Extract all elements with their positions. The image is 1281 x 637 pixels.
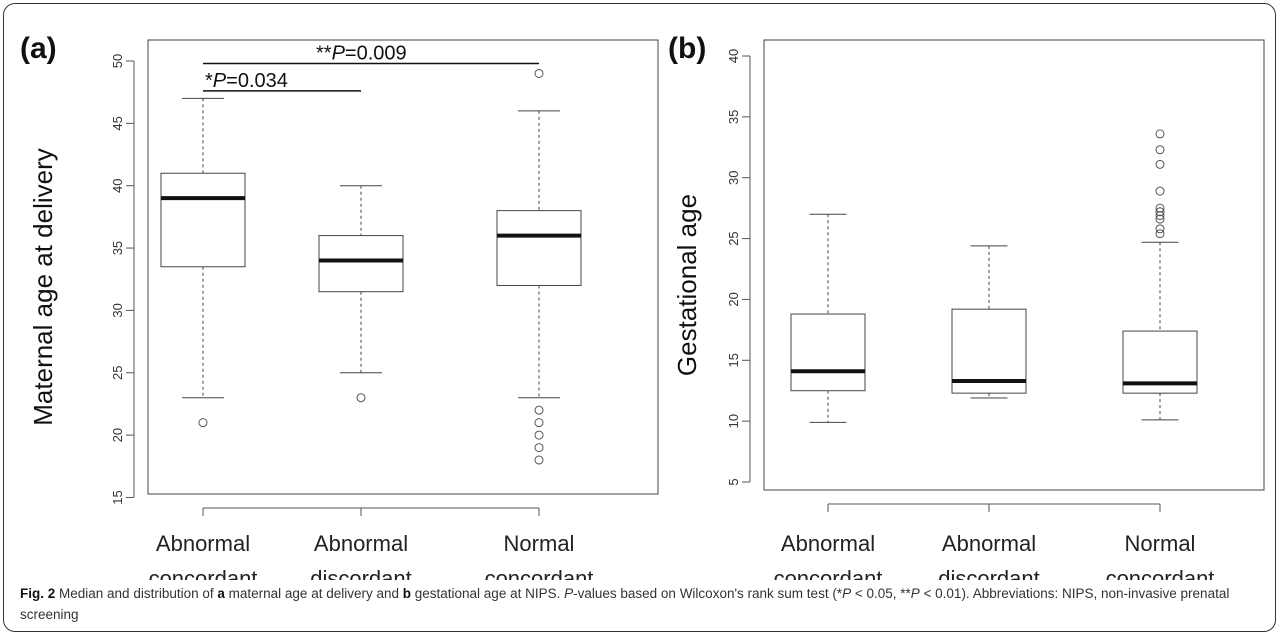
iqr-box <box>790 313 866 392</box>
box-group <box>160 97 246 428</box>
y-tick-label: 15 <box>726 353 741 367</box>
outlier-point <box>1155 210 1165 220</box>
y-tick-label: 35 <box>110 241 125 255</box>
category-label: concordant <box>774 566 883 580</box>
y-tick-label: 15 <box>110 490 125 504</box>
box-group <box>951 245 1027 399</box>
box-group <box>496 68 582 465</box>
outlier-point <box>1155 224 1165 234</box>
outlier-point <box>534 68 544 78</box>
iqr-box <box>318 235 404 293</box>
caption-text-6: < 0.01). Abbreviations: NIPS, non-invasi… <box>20 586 1230 622</box>
category-label: discordant <box>938 566 1040 580</box>
caption-text-3: gestational age at NIPS. <box>411 586 565 601</box>
y-axis-title: Maternal age at delivery <box>28 148 58 425</box>
category-label: discordant <box>310 566 412 580</box>
caption-text-1: Median and distribution of <box>55 586 218 601</box>
outlier-point <box>1155 159 1165 169</box>
outlier-point <box>1155 203 1165 213</box>
figure-caption: Fig. 2 Median and distribution of a mate… <box>20 583 1260 625</box>
y-tick-label: 20 <box>726 292 741 306</box>
outlier-point <box>1155 186 1165 196</box>
caption-text-4: -values based on Wilcoxon's rank sum tes… <box>573 586 843 601</box>
significance-label: **P=0.009 <box>316 42 407 64</box>
outlier-point <box>534 405 544 415</box>
box-group <box>318 185 404 403</box>
outlier-point <box>198 418 208 428</box>
caption-p-1: P <box>564 586 574 601</box>
category-label: Normal <box>1125 531 1196 556</box>
outlier-point <box>1155 145 1165 155</box>
caption-p-2: P <box>842 586 852 601</box>
category-label: Abnormal <box>314 531 408 556</box>
significance-annotation: **P=0.009 <box>203 42 539 64</box>
outlier-point <box>1155 214 1165 224</box>
significance-annotation: *P=0.034 <box>203 70 361 92</box>
category-label: concordant <box>485 566 594 580</box>
outlier-point <box>534 418 544 428</box>
y-tick-label: 5 <box>726 478 741 485</box>
category-label: Abnormal <box>156 531 250 556</box>
box-group <box>1122 129 1198 421</box>
category-label: Normal <box>504 531 575 556</box>
category-label: concordant <box>1106 566 1215 580</box>
plot-frame <box>763 39 1265 491</box>
category-label: Abnormal <box>942 531 1036 556</box>
panel-label: (b) <box>668 32 706 65</box>
y-tick-label: 20 <box>110 428 125 442</box>
panel-label: (a) <box>20 32 57 65</box>
outlier-point <box>534 443 544 453</box>
panel-b: 5 10 15 20 25 30 35 40 Abnormal concordant Abnorma… <box>668 32 1265 580</box>
y-tick-label: 25 <box>726 231 741 245</box>
boxplot-figure: 15 20 25 30 35 40 45 50 Abnormal concordant Abnorm… <box>20 32 1265 580</box>
y-tick-label: 40 <box>110 178 125 192</box>
y-tick-label: 50 <box>110 54 125 68</box>
outlier-point <box>1155 129 1165 139</box>
y-tick-label: 30 <box>726 170 741 184</box>
y-tick-label: 40 <box>726 49 741 63</box>
y-tick-label: 30 <box>110 303 125 317</box>
category-label: concordant <box>149 566 258 580</box>
outlier-point <box>1155 207 1165 217</box>
panel-a: 15 20 25 30 35 40 45 50 Abnormal concordant Abnorm… <box>20 32 659 580</box>
plot-frame <box>147 39 659 495</box>
y-tick-label: 10 <box>726 414 741 428</box>
outlier-point <box>1155 229 1165 239</box>
caption-text-2: maternal age at delivery and <box>224 586 403 601</box>
significance-label: *P=0.034 <box>205 70 288 92</box>
y-axis-title: Gestational age <box>672 194 702 376</box>
category-label: Abnormal <box>781 531 875 556</box>
figure-frame <box>3 3 1276 632</box>
box-group <box>790 213 866 423</box>
iqr-box <box>160 172 246 268</box>
y-tick-label: 45 <box>110 116 125 130</box>
outlier-point <box>534 430 544 440</box>
outlier-point <box>356 393 366 403</box>
y-tick-label: 35 <box>726 110 741 124</box>
iqr-box <box>496 210 582 286</box>
caption-panel-b: b <box>402 586 411 601</box>
caption-fig-label: Fig. 2 <box>20 586 56 601</box>
outlier-point <box>534 455 544 465</box>
y-tick-label: 25 <box>110 366 125 380</box>
caption-p-3: P <box>910 586 920 601</box>
caption-panel-a: a <box>217 586 225 601</box>
caption-text-5: < 0.05, ** <box>851 586 911 601</box>
